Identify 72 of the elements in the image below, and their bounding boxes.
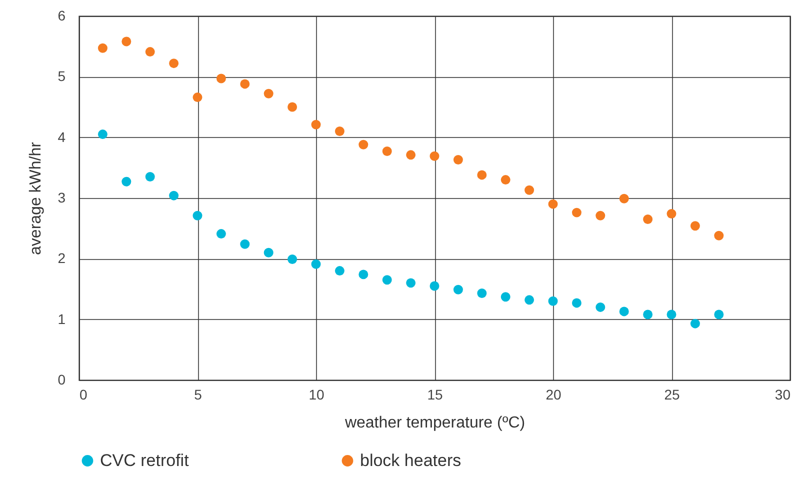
legend-label: block heaters	[360, 450, 462, 470]
x-tick-label: 30	[774, 386, 791, 402]
point	[477, 288, 487, 298]
point	[572, 298, 582, 308]
point	[477, 170, 487, 180]
point	[500, 292, 510, 302]
point	[311, 120, 321, 130]
point	[643, 310, 653, 320]
point	[430, 281, 440, 291]
point	[358, 140, 368, 150]
x-tick-label: 5	[194, 386, 202, 402]
x-tick-label: 15	[427, 386, 443, 402]
point	[192, 210, 202, 220]
point	[596, 210, 606, 220]
point	[548, 199, 558, 209]
y-tick-label: 6	[58, 8, 66, 24]
y-tick-label: 0	[58, 372, 66, 388]
x-tick-label: 10	[308, 386, 324, 402]
point	[216, 74, 226, 84]
x-tick-label: 25	[664, 386, 680, 402]
point	[548, 296, 558, 306]
point	[98, 130, 108, 140]
point	[311, 259, 321, 269]
point	[169, 58, 179, 68]
legend-label: CVC retrofit	[100, 450, 190, 470]
point	[406, 278, 416, 288]
point	[453, 155, 463, 165]
x-tick-label: 0	[80, 386, 88, 402]
point	[264, 88, 274, 98]
point	[192, 92, 202, 102]
point	[334, 266, 344, 276]
point	[240, 239, 250, 249]
point	[98, 43, 108, 53]
point	[430, 151, 440, 161]
point	[524, 295, 534, 305]
y-tick-label: 4	[58, 128, 66, 145]
point	[596, 302, 606, 312]
point	[666, 209, 676, 219]
point	[145, 172, 155, 182]
point	[240, 79, 250, 89]
point	[264, 248, 274, 258]
point	[358, 270, 368, 280]
point	[453, 284, 463, 294]
point	[122, 36, 132, 46]
point	[288, 254, 298, 264]
point	[643, 214, 653, 224]
point	[524, 185, 534, 195]
y-tick-label: 1	[58, 310, 66, 327]
point	[334, 126, 344, 136]
y-axis-title: average kWh/hr	[28, 141, 45, 255]
point	[288, 102, 298, 112]
x-axis-title: weather temperature (ºC)	[344, 414, 526, 432]
point	[122, 176, 132, 186]
point	[572, 208, 582, 218]
y-tick-label: 5	[58, 68, 66, 84]
point	[666, 310, 676, 320]
point	[690, 221, 700, 231]
point	[382, 146, 392, 156]
y-tick-label: 2	[58, 250, 66, 266]
point	[382, 275, 392, 285]
y-tick-label: 3	[58, 190, 66, 206]
point	[714, 230, 724, 240]
point	[169, 190, 179, 200]
point	[216, 229, 226, 239]
point	[406, 150, 416, 160]
point	[500, 175, 510, 185]
x-tick-label: 20	[546, 386, 562, 402]
point	[714, 310, 724, 320]
point	[690, 318, 700, 328]
point	[619, 306, 629, 316]
point	[619, 194, 629, 204]
point	[145, 47, 155, 57]
